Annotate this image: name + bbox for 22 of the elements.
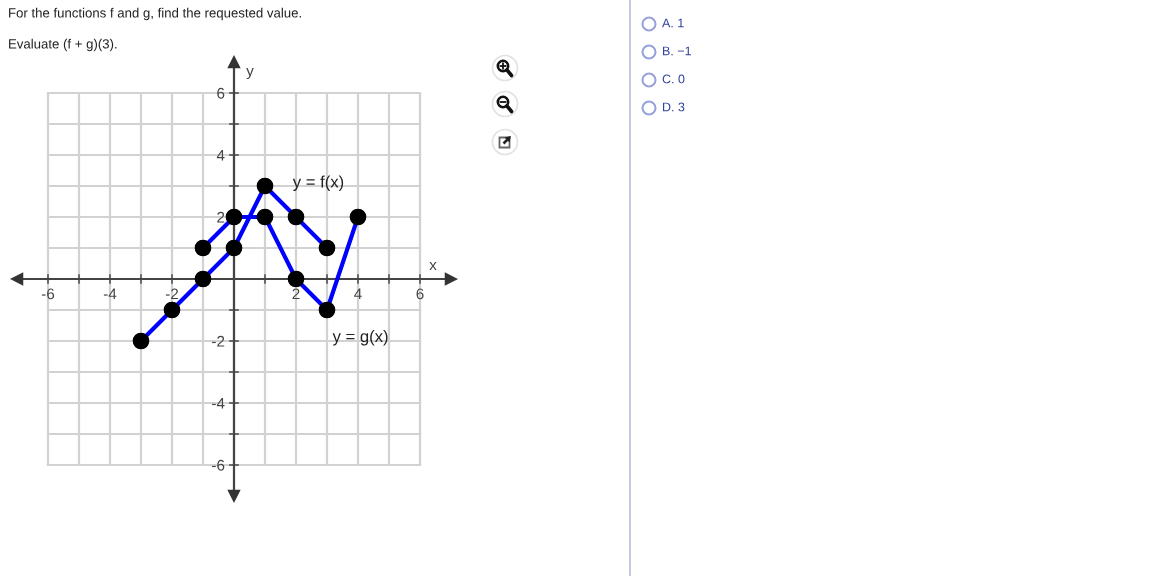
chart-subtitle: Evaluate (f + g)(3). xyxy=(9,38,117,52)
x-axis-title: x xyxy=(429,262,437,271)
text: D. 3 xyxy=(663,102,685,112)
chart-title: For the functions f and g, find the requested value. xyxy=(9,7,301,21)
x-tick-label: 6 xyxy=(416,288,424,300)
series-label: y = f(x) xyxy=(292,175,344,191)
y-tick-label: -2 xyxy=(212,335,225,347)
y-tick-label: 6 xyxy=(217,87,225,99)
series-label: y = g(x) xyxy=(332,330,388,346)
y-tick-label: 4 xyxy=(216,150,225,161)
x-tick-label: 4 xyxy=(354,288,362,300)
y-tick-label: 2 xyxy=(217,211,225,223)
x-tick-label: 2 xyxy=(292,288,300,300)
text: B. −1 xyxy=(663,46,691,56)
x-tick-label: -4 xyxy=(103,288,117,300)
y-axis-title: y xyxy=(246,67,254,80)
text: C. 0 xyxy=(662,74,685,84)
y-tick-label: -4 xyxy=(212,398,225,409)
y-tick-label: -6 xyxy=(212,459,225,471)
x-tick-label: -6 xyxy=(41,288,55,300)
x-tick-label: -2 xyxy=(165,288,179,300)
text: A. 1 xyxy=(662,18,684,28)
